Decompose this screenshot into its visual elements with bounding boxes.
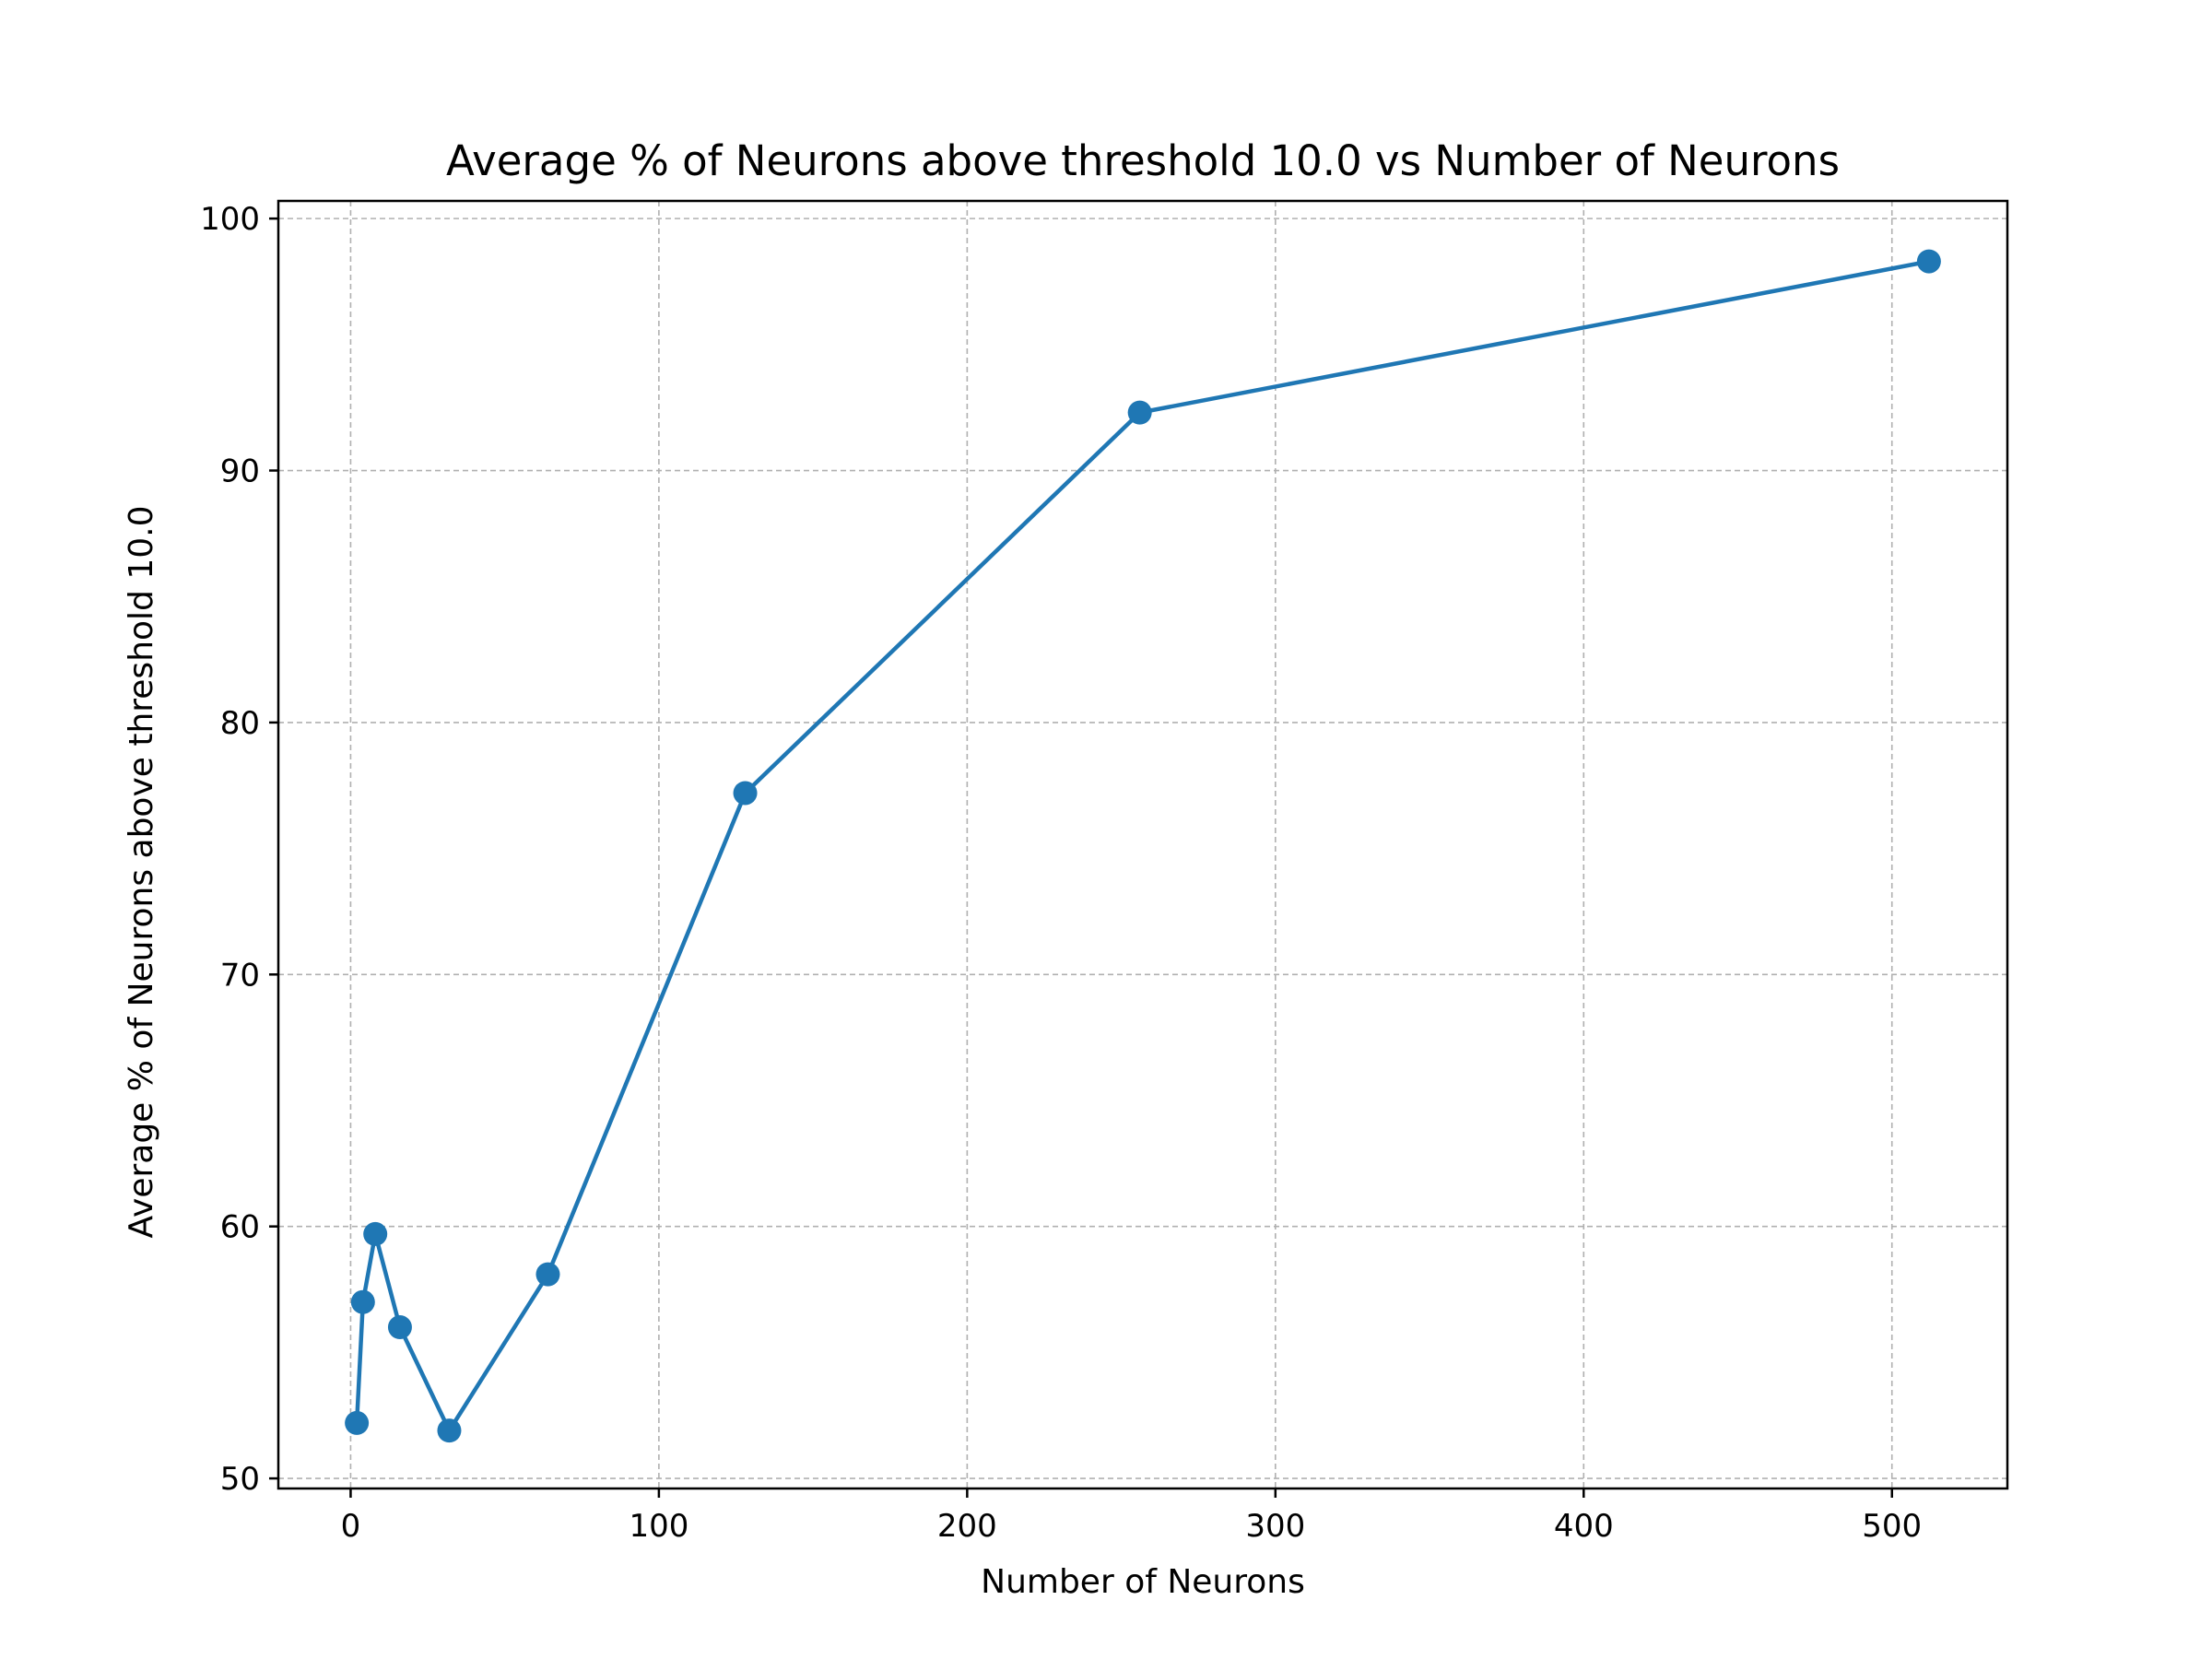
y-tick-label: 90 (220, 453, 260, 490)
chart-title: Average % of Neurons above threshold 10.… (446, 136, 1840, 185)
x-axis-label: Number of Neurons (981, 1563, 1305, 1601)
data-point (1127, 400, 1152, 425)
y-tick-label: 100 (200, 201, 260, 238)
data-point (535, 1262, 560, 1287)
data-point (387, 1315, 412, 1340)
x-tick-label: 200 (937, 1508, 997, 1545)
x-tick-label: 500 (1862, 1508, 1922, 1545)
x-tick-label: 100 (629, 1508, 688, 1545)
y-tick-label: 80 (220, 705, 260, 742)
x-tick-label: 300 (1245, 1508, 1305, 1545)
ticks: 0 100 200 300 400 500 50 60 70 80 90 100 (200, 201, 1922, 1545)
x-tick-label: 0 (341, 1508, 361, 1545)
data-point (345, 1410, 370, 1435)
y-tick-label: 50 (220, 1461, 260, 1498)
data-point (733, 781, 758, 806)
grid (278, 201, 2007, 1488)
data-point (363, 1221, 388, 1246)
data-point (350, 1289, 375, 1314)
x-tick-label: 400 (1554, 1508, 1614, 1545)
data-point (437, 1418, 462, 1443)
series-layer (345, 249, 1941, 1443)
y-tick-label: 70 (220, 957, 260, 994)
data-point (1916, 249, 1941, 274)
y-tick-label: 60 (220, 1209, 260, 1246)
plot-frame (276, 199, 2009, 1490)
y-axis-label: Average % of Neurons above threshold 10.… (123, 506, 160, 1239)
